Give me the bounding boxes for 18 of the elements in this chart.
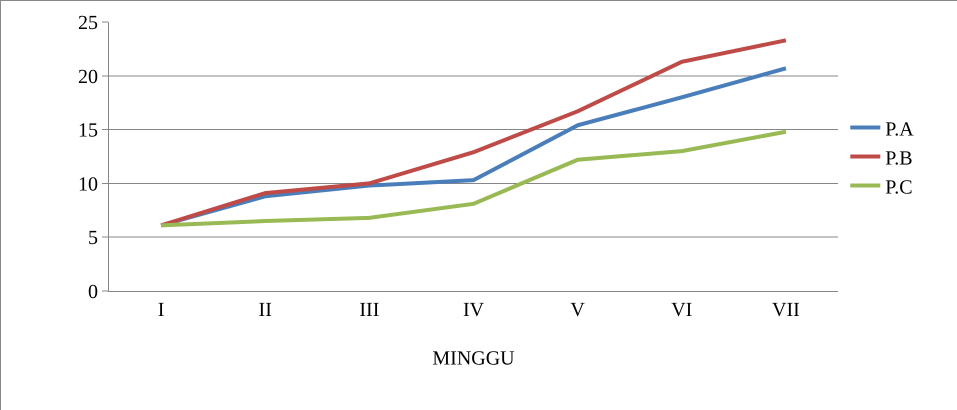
- y-tick-label: 0: [88, 281, 98, 303]
- y-tick-label: 25: [78, 12, 98, 34]
- y-tick-label: 10: [78, 173, 98, 196]
- y-tick-label: 20: [78, 66, 98, 88]
- x-tick-label: V: [570, 299, 586, 321]
- x-tick-label: III: [359, 299, 380, 321]
- x-tick-label: II: [258, 299, 272, 321]
- line-series: [159, 130, 788, 228]
- x-tick-label: IV: [462, 299, 485, 321]
- legend-label: P.B: [885, 147, 913, 170]
- legend-label: P.C: [885, 176, 913, 198]
- x-tick-label: I: [158, 299, 164, 321]
- x-axis-title: MINGGU: [432, 348, 516, 370]
- x-tick-label: VI: [671, 299, 692, 321]
- legend-label: P.A: [885, 118, 914, 140]
- x-tick-label: VII: [772, 299, 800, 321]
- y-tick-label: 5: [88, 227, 98, 250]
- y-tick-label: 15: [78, 120, 98, 142]
